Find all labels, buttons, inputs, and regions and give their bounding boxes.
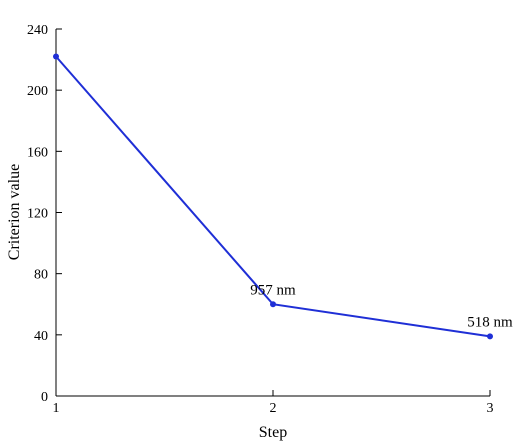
x-tick-label: 1 [53,401,60,416]
data-point [270,301,276,308]
x-axis-label: Step [259,424,287,441]
x-ticks: 1 2 3 [53,390,494,416]
y-axis-label: Criterion value [6,164,23,260]
x-tick-label: 3 [487,401,494,416]
y-tick-label: 120 [27,207,48,222]
y-tick-label: 80 [34,268,48,283]
data-point [53,53,59,60]
point-annotation: 518 nm [467,314,513,330]
y-tick-label: 240 [27,23,48,38]
series-layer [53,53,493,340]
axes [55,29,490,397]
y-ticks: 0 40 80 120 160 200 240 [27,23,62,405]
data-point [487,333,493,340]
y-tick-label: 40 [34,329,48,344]
y-tick-label: 160 [27,145,48,160]
y-tick-label: 0 [41,390,48,405]
annotations: 957 nm 518 nm [250,282,513,330]
point-annotation: 957 nm [250,282,296,298]
y-tick-label: 200 [27,84,48,99]
x-tick-label: 2 [270,401,277,416]
